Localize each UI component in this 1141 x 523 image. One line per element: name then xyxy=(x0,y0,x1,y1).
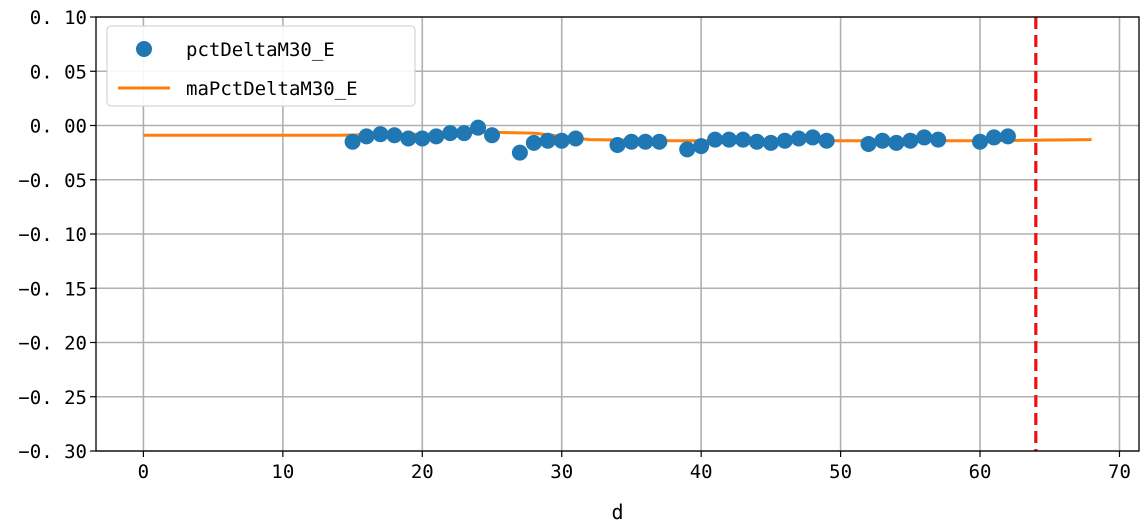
y-tick-label: −0. 20 xyxy=(18,333,87,355)
y-tick-label: 0. 10 xyxy=(30,7,87,29)
data-point xyxy=(818,132,835,149)
data-point xyxy=(358,128,375,145)
data-point xyxy=(553,132,570,149)
data-point xyxy=(344,133,361,150)
y-tick-label: −0. 30 xyxy=(18,441,87,463)
legend-label-line: maPctDeltaM30_E xyxy=(186,78,358,100)
point-layer xyxy=(344,119,1016,161)
y-tick-label: −0. 10 xyxy=(18,224,87,246)
y-tick-label: −0. 15 xyxy=(18,278,87,300)
data-point xyxy=(693,138,710,155)
data-point xyxy=(762,134,779,151)
data-point xyxy=(902,132,919,149)
data-point xyxy=(637,133,654,150)
data-point xyxy=(721,131,738,148)
legend-label-scatter: pctDeltaM30_E xyxy=(186,39,335,61)
data-point xyxy=(860,135,877,152)
legend: pctDeltaM30_E maPctDeltaM30_E xyxy=(106,25,416,107)
data-point xyxy=(511,144,528,161)
data-point xyxy=(414,130,431,147)
data-point xyxy=(470,119,487,136)
data-point xyxy=(525,134,542,151)
data-point xyxy=(999,128,1016,145)
data-point xyxy=(651,133,668,150)
ticks: 0 10 20 30 40 50 60 70 0. 10 0. 05 0. 00 −0. 05 −0. … xyxy=(18,7,1131,483)
data-point xyxy=(539,132,556,149)
data-point xyxy=(930,131,947,148)
data-point xyxy=(386,127,403,144)
x-tick-label: 50 xyxy=(829,461,852,483)
data-point xyxy=(790,130,807,147)
legend-marker-scatter xyxy=(136,41,152,57)
x-tick-label: 0 xyxy=(138,461,149,483)
data-point xyxy=(874,132,891,149)
x-axis-label: d xyxy=(611,500,623,523)
data-point xyxy=(804,129,821,146)
data-point xyxy=(679,141,696,158)
x-tick-label: 60 xyxy=(969,461,992,483)
x-tick-label: 10 xyxy=(271,461,294,483)
data-point xyxy=(609,137,626,154)
data-point xyxy=(972,133,989,150)
legend-box xyxy=(106,25,416,107)
data-point xyxy=(456,125,473,142)
x-tick-label: 70 xyxy=(1108,461,1131,483)
y-tick-label: 0. 00 xyxy=(30,116,87,138)
data-point xyxy=(623,133,640,150)
data-point xyxy=(748,133,765,150)
y-tick-label: −0. 05 xyxy=(18,170,87,192)
y-tick-label: −0. 25 xyxy=(18,387,87,409)
data-point xyxy=(776,132,793,149)
data-point xyxy=(484,127,501,144)
y-tick-label: 0. 05 xyxy=(30,61,87,83)
x-tick-label: 20 xyxy=(411,461,434,483)
data-point xyxy=(442,125,459,142)
data-point xyxy=(888,134,905,151)
x-tick-label: 40 xyxy=(690,461,713,483)
data-point xyxy=(734,131,751,148)
data-point xyxy=(916,129,933,146)
data-point xyxy=(372,126,389,143)
data-point xyxy=(428,128,445,145)
x-tick-label: 30 xyxy=(550,461,573,483)
data-point xyxy=(567,130,584,147)
data-point xyxy=(707,131,724,148)
data-point xyxy=(985,129,1002,146)
data-point xyxy=(400,130,417,147)
